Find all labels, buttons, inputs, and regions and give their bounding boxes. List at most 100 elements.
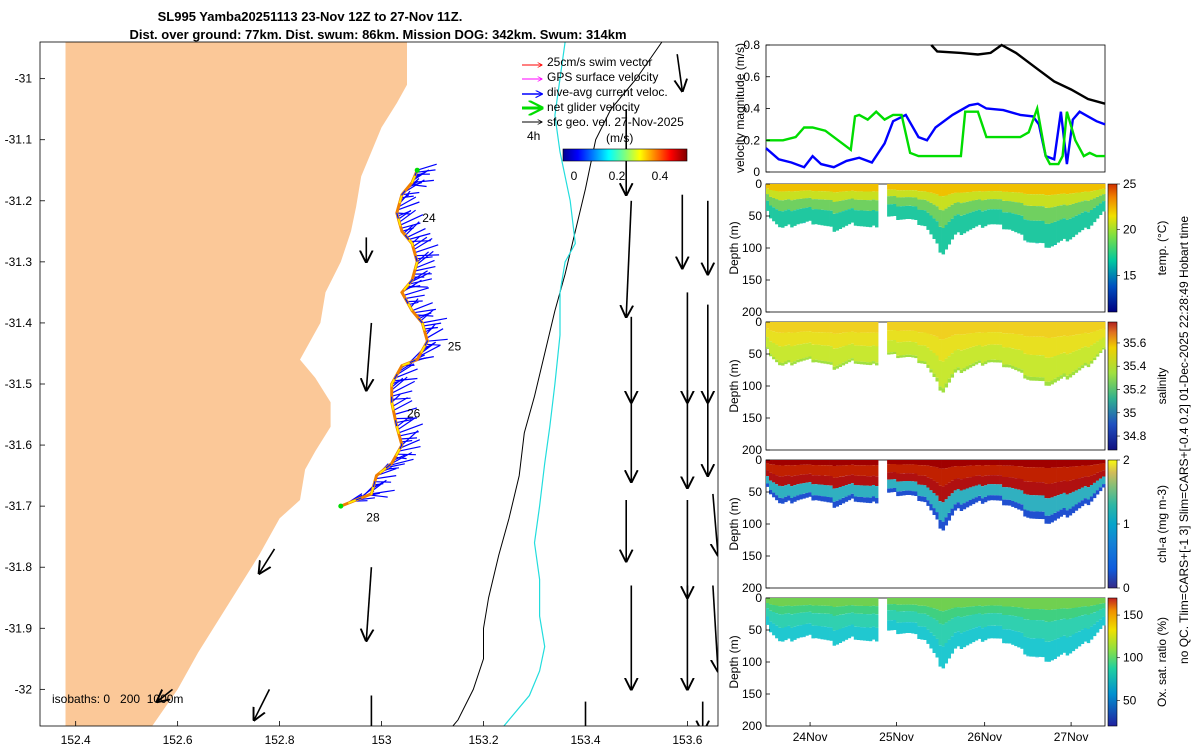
chlorophyll-cell [1083, 486, 1088, 499]
oxygen-cell [853, 613, 858, 627]
salinity-cell [799, 322, 803, 332]
salinity-cell [1044, 357, 1048, 382]
oxygen-cell [996, 613, 1000, 626]
chlorophyll-cell [1044, 515, 1048, 524]
oxygen-cell [778, 606, 782, 615]
oxygen-cell [766, 616, 770, 625]
salinity-cell [1092, 322, 1097, 332]
temperature-cell [838, 200, 843, 213]
temperature-cell [908, 184, 912, 191]
salinity-cell [808, 331, 812, 343]
salinity-cell [1008, 333, 1012, 348]
temperature-cell [1065, 219, 1070, 242]
chlorophyll-cell [914, 460, 918, 465]
chlorophyll-cell [835, 500, 840, 507]
current-vector [415, 259, 435, 269]
oxygen-cell [820, 613, 824, 627]
salinity-cell [1008, 322, 1012, 334]
current-vector [403, 287, 430, 296]
chlorophyll-cell [887, 460, 891, 465]
temperature-cell [917, 199, 921, 210]
salinity-cell [987, 322, 991, 333]
chlorophyll-cell [896, 481, 900, 492]
temperature-cell [1083, 211, 1088, 228]
oxygen-cell [950, 636, 955, 654]
oxygen-cell [1092, 605, 1097, 613]
chlorophyll-cell [1002, 465, 1006, 477]
temperature-cell [1002, 191, 1006, 201]
oxygen-cell [996, 605, 1000, 614]
salinity-cell [802, 331, 806, 344]
temperature-cell [1002, 212, 1006, 230]
chlorophyll-cell [950, 508, 955, 516]
oxygen-cell [865, 614, 870, 628]
chlorophyll-cell [862, 465, 867, 476]
chlorophyll-cell [1102, 470, 1106, 477]
chlorophyll-cell [932, 480, 936, 493]
oxygen-cell [841, 598, 846, 607]
temperature-cell [902, 184, 906, 191]
oxygen-cell [1029, 638, 1033, 657]
salinity-cell [838, 333, 843, 348]
temperature-cell [829, 210, 834, 227]
temperature-cell [953, 184, 958, 193]
chlorophyll-cell [820, 465, 824, 476]
temperature-cell [844, 184, 849, 192]
oxygen-cell [977, 598, 982, 606]
temperature-cell [1092, 190, 1097, 199]
temperature-cell [1053, 194, 1057, 207]
chlorophyll-cell [956, 478, 961, 489]
map-ytick-10: -32 [15, 682, 33, 696]
chlorophyll-cell [1068, 493, 1073, 509]
temperature-cell [871, 199, 876, 210]
glider-path-blue [340, 169, 429, 507]
temperature-cell [999, 199, 1003, 210]
chlorophyll-cell [1080, 477, 1085, 488]
chlorophyll-cell [799, 460, 803, 465]
temperature-cell [1041, 206, 1045, 221]
oxygen-cell [956, 598, 961, 608]
oxygen-cell [1014, 616, 1018, 632]
oxygen-cell [1071, 617, 1076, 635]
temperature-cell [1102, 194, 1106, 202]
xtick-3: 27Nov [1054, 730, 1089, 744]
temperature-cell [778, 200, 782, 211]
oxygen-cell [862, 627, 867, 641]
salinity-cell [829, 322, 834, 333]
oxygen-cell [911, 604, 915, 612]
salinity-cell [1050, 337, 1054, 358]
temperature-cell [847, 209, 852, 225]
chlorophyll-cell [1083, 460, 1088, 466]
salinity-cell [1032, 336, 1036, 355]
chlorophyll-cell [914, 481, 918, 492]
salinity-cell [887, 330, 891, 341]
salinity-cell [1089, 345, 1094, 361]
oxygen-cell [1023, 636, 1027, 655]
salinity-cell [1005, 322, 1009, 334]
temperature-cell [1035, 206, 1039, 221]
salinity-cell [829, 362, 834, 365]
oxygen-cell [1059, 619, 1064, 637]
salinity-cell [772, 322, 776, 332]
oxygen-cell [850, 605, 855, 613]
chlorophyll-cell [808, 464, 812, 474]
salinity-cell [908, 322, 912, 331]
oxygen-cell [1050, 609, 1054, 622]
map-ytick-0: -31 [15, 72, 33, 86]
temperature-cell [808, 197, 812, 207]
map-ytick-2: -31.2 [5, 194, 33, 208]
temperature-cell [962, 214, 967, 234]
salinity-cell [1068, 353, 1073, 374]
temperature-cell [1002, 201, 1006, 213]
chlorophyll-cell [1086, 460, 1091, 466]
oxygen-cell [1074, 607, 1079, 617]
oxygen-cell [784, 613, 788, 627]
temperature-cell [977, 209, 982, 225]
oxygen-cell [1032, 620, 1036, 639]
salinity-cell [999, 360, 1003, 363]
temperature-cell [844, 210, 849, 226]
chlorophyll-cell [899, 491, 903, 496]
temperature-cell [1065, 205, 1070, 220]
chlorophyll-cell [835, 488, 840, 501]
